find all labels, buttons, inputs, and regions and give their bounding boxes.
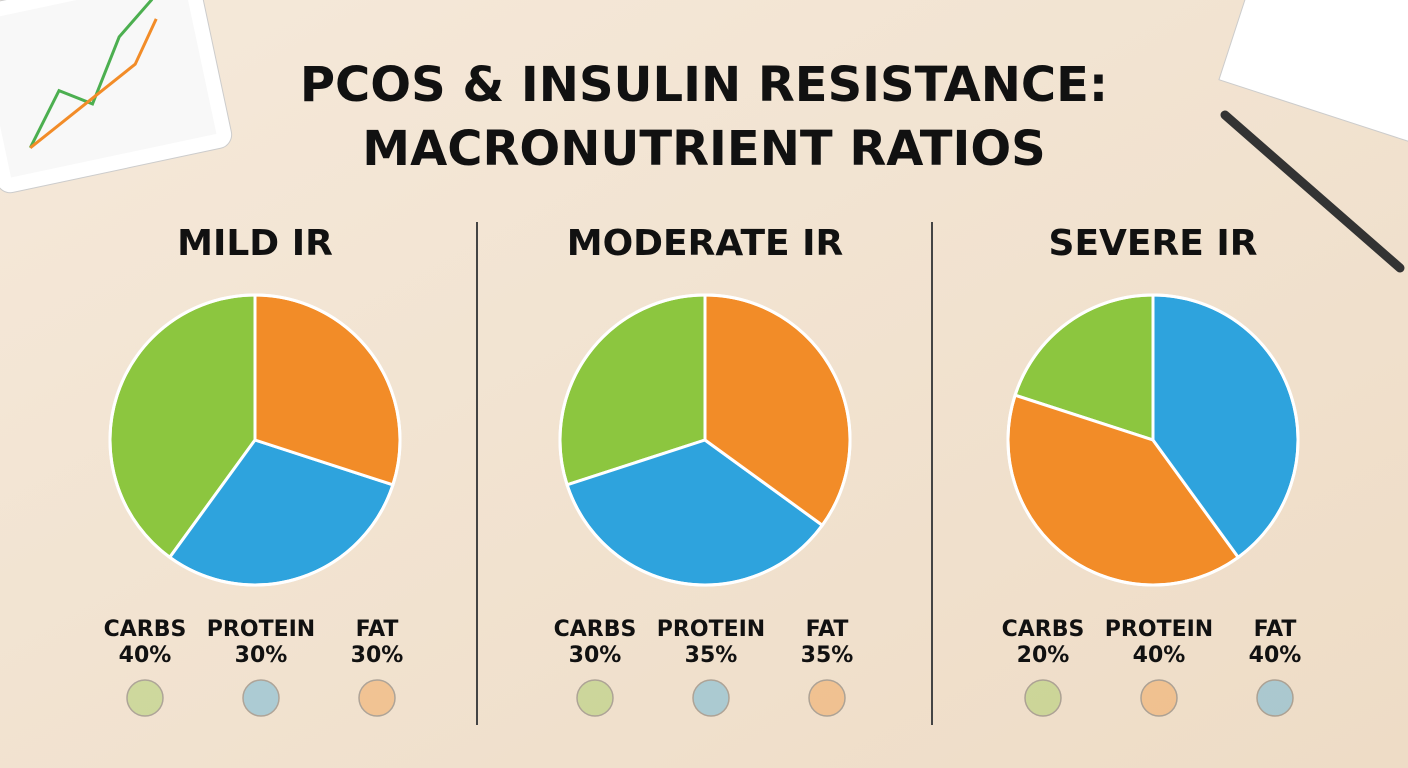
legend-label: FAT xyxy=(1254,617,1297,642)
chart-title: SEVERE IR xyxy=(1049,223,1258,264)
value-label: 35% xyxy=(801,643,854,668)
value-label: 40% xyxy=(1249,643,1302,668)
food-icon xyxy=(242,679,280,717)
food-icon xyxy=(358,679,396,717)
value-label: 30% xyxy=(235,643,288,668)
notebook-decoration xyxy=(1218,0,1408,149)
food-icon xyxy=(1140,679,1178,717)
food-icon xyxy=(126,679,164,717)
food-icon xyxy=(692,679,730,717)
title-line: MACRONUTRIENT RATIOS xyxy=(362,121,1045,177)
value-label: 20% xyxy=(1017,643,1070,668)
value-label: 40% xyxy=(1133,643,1186,668)
food-icon xyxy=(1256,679,1294,717)
tablet-decoration xyxy=(0,0,233,194)
food-icon xyxy=(808,679,846,717)
pie-outline xyxy=(558,293,852,587)
value-label: 40% xyxy=(119,643,172,668)
legend-label: CARBS xyxy=(554,617,637,642)
food-icon xyxy=(1024,679,1062,717)
legend-label: CARBS xyxy=(1002,617,1085,642)
legend-label: CARBS xyxy=(104,617,187,642)
chart-title: MILD IR xyxy=(177,223,333,264)
value-label: 30% xyxy=(351,643,404,668)
pen-decoration xyxy=(1220,110,1405,273)
legend-label: PROTEIN xyxy=(207,617,315,642)
legend-label: FAT xyxy=(356,617,399,642)
chart-title: MODERATE IR xyxy=(567,223,844,264)
title-line: PCOS & INSULIN RESISTANCE: xyxy=(300,57,1108,113)
value-label: 30% xyxy=(569,643,622,668)
pie-outline xyxy=(108,293,402,587)
legend-label: PROTEIN xyxy=(657,617,765,642)
value-label: 35% xyxy=(685,643,738,668)
food-icon xyxy=(576,679,614,717)
pie-outline xyxy=(1006,293,1300,587)
legend-label: PROTEIN xyxy=(1105,617,1213,642)
legend-label: FAT xyxy=(806,617,849,642)
